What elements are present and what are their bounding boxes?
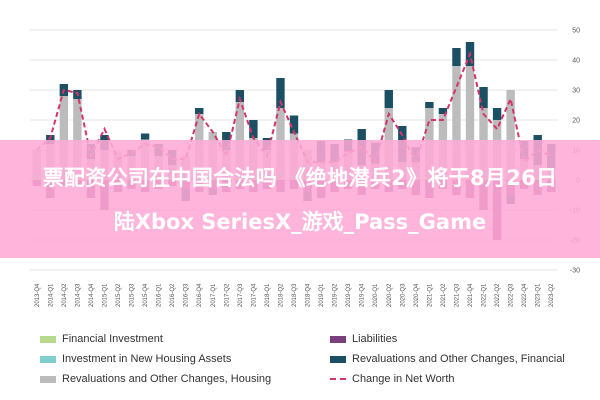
y-tick-label: -30 xyxy=(570,268,580,275)
legend-item-liabilities: Liabilities xyxy=(330,333,397,345)
x-tick-label: 2016-Q1 xyxy=(157,283,163,307)
x-tick-label: 2021-Q3 xyxy=(454,283,460,307)
legend-swatch xyxy=(330,355,346,363)
legend-label: Investment in New Housing Assets xyxy=(62,353,232,365)
banner-headline[interactable]: 票配资公司在中国合法吗 《绝地潜兵2》将于8月26日 xyxy=(42,166,558,190)
x-tick-label: 2015-Q1 xyxy=(102,283,108,307)
x-tick-label: 2019-Q1 xyxy=(319,283,325,307)
legend-dashed-line xyxy=(330,378,346,380)
x-tick-label: 2021-Q2 xyxy=(441,283,447,307)
y-tick-label: 30 xyxy=(572,88,580,95)
x-tick-label: 2023-Q1 xyxy=(536,283,542,307)
x-tick-label: 2023-Q2 xyxy=(549,283,555,307)
x-tick-label: 2022-Q1 xyxy=(482,283,488,307)
legend-label: Change in Net Worth xyxy=(352,373,455,385)
legend-label: Revaluations and Other Changes, Housing xyxy=(62,373,272,385)
bar-segment xyxy=(452,48,461,66)
legend-item-revaluations-housing: Revaluations and Other Changes, Housing xyxy=(40,373,271,385)
bar-segment xyxy=(59,96,69,174)
bar-segment xyxy=(235,90,245,102)
x-tick-label: 2016-Q4 xyxy=(197,283,203,307)
x-tick-label: 2015-Q3 xyxy=(130,283,136,307)
bar-segment xyxy=(425,102,434,108)
overlay-banner[interactable]: 票配资公司在中国合法吗 《绝地潜兵2》将于8月26日 陆Xbox SeriesX… xyxy=(0,140,600,258)
bar-segment xyxy=(479,87,488,108)
bar-segment xyxy=(195,108,204,114)
x-tick-label: 2017-Q4 xyxy=(251,283,257,307)
bar-segment xyxy=(289,115,299,134)
legend-item-change-net-worth: Change in Net Worth xyxy=(330,373,455,385)
x-tick-label: 2022-Q3 xyxy=(509,283,515,307)
x-tick-label: 2020-Q1 xyxy=(373,283,379,307)
bar-segment xyxy=(384,90,393,108)
x-tick-label: 2019-Q2 xyxy=(333,283,339,307)
bar-segment xyxy=(46,135,55,144)
bar-segment xyxy=(140,133,150,140)
x-tick-label: 2022-Q2 xyxy=(495,283,501,307)
legend-item-revaluations-financial: Revaluations and Other Changes, Financia… xyxy=(330,353,565,365)
x-tick-label: 2020-Q4 xyxy=(414,283,420,307)
bar-segment xyxy=(235,102,245,174)
net-worth-line xyxy=(36,50,552,165)
x-tick-label: 2021-Q1 xyxy=(427,283,433,307)
x-tick-label: 2021-Q4 xyxy=(468,283,474,307)
x-tick-label: 2018-Q3 xyxy=(292,283,298,307)
x-tick-label: 2017-Q1 xyxy=(211,283,217,307)
x-tick-label: 2020-Q3 xyxy=(400,283,406,307)
bar-segment xyxy=(506,90,515,174)
x-tick-label: 2017-Q2 xyxy=(224,283,230,307)
bar-segment xyxy=(73,99,82,174)
x-tick-label: 2016-Q2 xyxy=(170,283,176,307)
x-tick-label: 2022-Q4 xyxy=(522,283,528,307)
x-tick-label: 2018-Q4 xyxy=(306,283,312,307)
net-worth-line-group xyxy=(36,50,552,165)
bar-segment xyxy=(438,108,448,114)
x-tick-label: 2020-Q2 xyxy=(387,283,393,307)
x-tick-label: 2016-Q3 xyxy=(184,283,190,307)
bar-segment xyxy=(249,120,258,138)
y-tick-label: 50 xyxy=(572,28,580,35)
x-tick-label: 2013-Q4 xyxy=(35,283,41,307)
x-tick-label: 2014-Q2 xyxy=(62,283,68,307)
legend-item-investment-new-housing: Investment in New Housing Assets xyxy=(40,353,231,365)
legend-item-financial-investment: Financial Investment xyxy=(40,333,163,345)
x-tick-label: 2018-Q1 xyxy=(265,283,271,307)
x-tick-label: 2015-Q2 xyxy=(116,283,122,307)
x-axis-ticks: 2013-Q4 2014-Q1 2014-Q2 2014-Q3 2014-Q4 2015-… xyxy=(35,283,555,307)
x-tick-label: 2014-Q4 xyxy=(89,283,95,307)
bar-segment xyxy=(276,78,285,108)
x-tick-label: 2017-Q3 xyxy=(238,283,244,307)
legend-label: Liabilities xyxy=(352,333,398,345)
bar-segment xyxy=(452,66,461,174)
y-tick-label: 20 xyxy=(572,118,580,125)
banner-subline[interactable]: 陆Xbox SeriesX_游戏_Pass_Game xyxy=(113,210,487,234)
legend-label: Revaluations and Other Changes, Financia… xyxy=(352,353,565,365)
x-tick-label: 2014-Q3 xyxy=(75,283,81,307)
legend-swatch xyxy=(40,335,56,343)
legend-label: Financial Investment xyxy=(62,333,163,345)
x-tick-label: 2019-Q4 xyxy=(360,283,366,307)
x-tick-label: 2018-Q2 xyxy=(278,283,284,307)
bar-segment xyxy=(492,108,502,120)
bar-segment xyxy=(465,66,475,174)
x-tick-label: 2019-Q3 xyxy=(346,283,352,307)
legend-swatch xyxy=(40,375,56,383)
y-tick-label: 40 xyxy=(572,58,580,65)
legend-swatch xyxy=(330,335,346,343)
x-tick-label: 2014-Q1 xyxy=(48,283,54,307)
legend-swatch xyxy=(40,355,56,363)
x-tick-label: 2015-Q4 xyxy=(143,283,149,307)
